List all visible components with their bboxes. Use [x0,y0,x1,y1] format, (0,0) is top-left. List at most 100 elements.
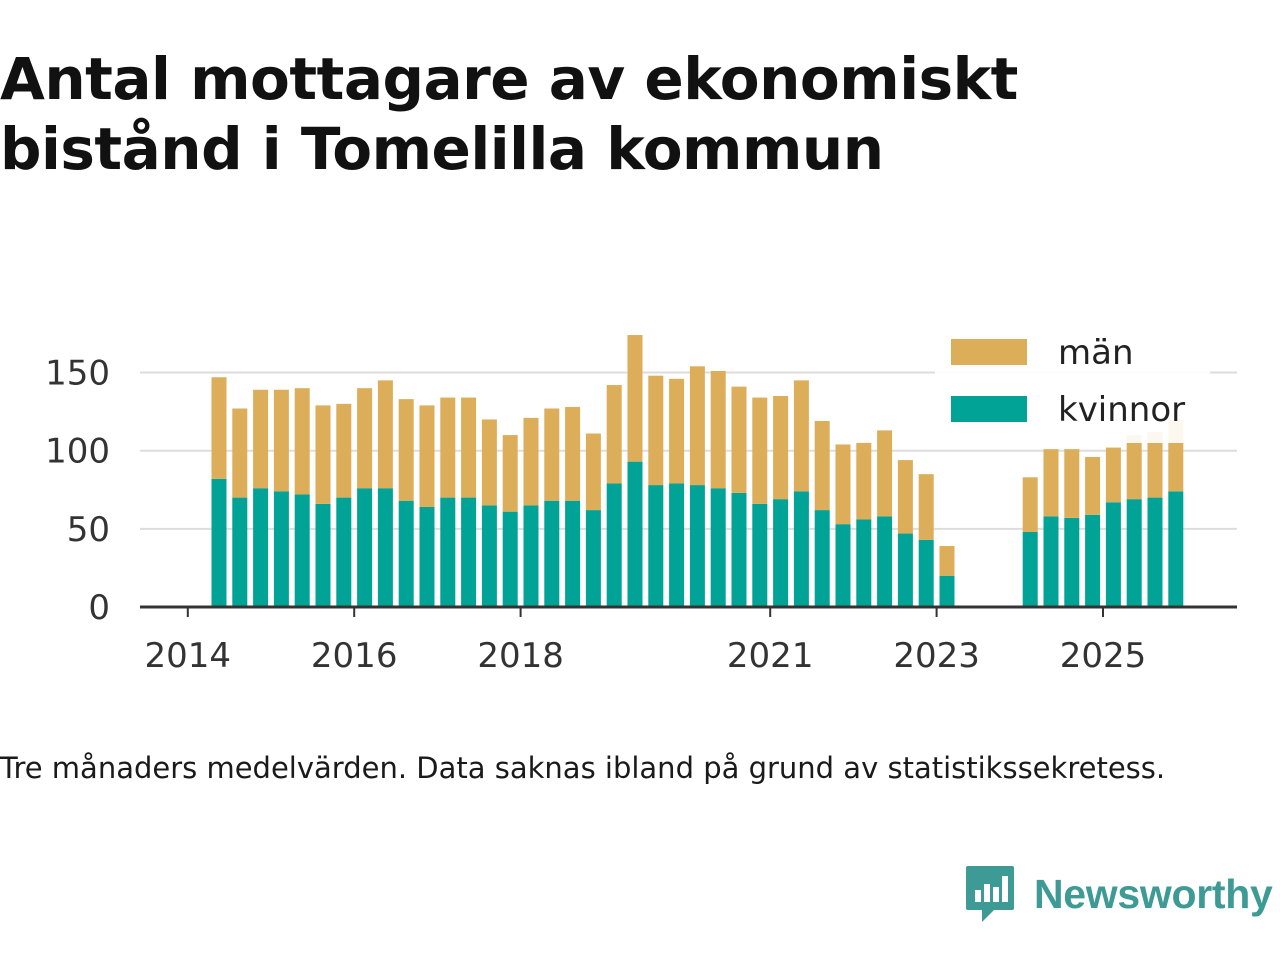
bar-kvinnor [419,506,435,607]
bar-kvinnor [544,500,560,607]
y-tick-label: 100 [45,432,110,472]
bar-man [1147,431,1163,498]
bar-kvinnor [1022,531,1038,607]
x-tick-label: 2014 [145,636,232,676]
bar-man [835,444,851,525]
bar-man [315,405,331,504]
bar-man [793,380,809,492]
bar-kvinnor [856,519,872,607]
footnote: Tre månaders medelvärden. Data saknas ib… [0,751,1166,785]
legend-label: män [1058,333,1134,373]
bar-kvinnor [211,478,227,607]
bar-kvinnor [1043,516,1059,607]
bar-kvinnor [1126,499,1142,607]
bar-man [377,380,393,489]
bar-kvinnor [481,505,497,607]
bar-man [752,397,768,504]
bar-kvinnor [398,500,414,607]
x-tick-label: 2021 [727,636,814,676]
x-axis-labels: 2014 2016 2018 2021 2023 2025 [145,636,1147,676]
y-tick-label: 50 [67,510,110,550]
bar-kvinnor [377,488,393,607]
bar-man [461,397,477,498]
bar-kvinnor [1168,491,1184,607]
bar-man [336,403,352,498]
bar-kvinnor [752,503,768,607]
bar-kvinnor [1105,502,1121,607]
bar-kvinnor [1147,497,1163,607]
bar-man [710,370,726,489]
bar-kvinnor [502,511,518,607]
newsworthy-brand: Newsworthy [964,864,1273,924]
x-tick-label: 2016 [311,636,398,676]
brand-name: Newsworthy [1034,871,1273,917]
bar-man [1064,449,1080,518]
y-tick-label: 0 [88,588,110,628]
bar-man [294,388,310,495]
bar-kvinnor [461,497,477,607]
bar-man [1105,447,1121,503]
bar-man [669,378,685,484]
newsworthy-logo-icon [966,866,1014,922]
bar-man [606,385,622,484]
bar-man [939,546,955,576]
y-axis-labels: 0 50 100 150 [45,354,110,628]
bar-man [357,388,373,489]
bar-man [273,389,289,492]
bar-man [877,430,893,517]
bar-man [814,421,830,511]
bar-man [731,386,747,493]
x-tick-label: 2018 [477,636,564,676]
bar-man [773,395,789,500]
x-tick-label: 2025 [1060,636,1147,676]
bar-kvinnor [253,488,269,607]
bar-kvinnor [627,461,643,607]
x-tick-label: 2023 [893,636,980,676]
bar-man [253,389,269,489]
bar-man [523,417,539,506]
bar-man [897,460,913,534]
bar-man [565,406,581,501]
bar-man [1085,456,1101,515]
bar-kvinnor [793,491,809,607]
bar-kvinnor [1085,514,1101,607]
bar-kvinnor [440,497,456,607]
bar-kvinnor [897,533,913,607]
bar-man [648,375,664,486]
bar-man [856,442,872,520]
bar-kvinnor [814,510,830,607]
bar-man [502,435,518,512]
bar-man [585,433,601,511]
bar-kvinnor [648,485,664,607]
bar-kvinnor [336,497,352,607]
bar-kvinnor [606,483,622,607]
bar-man [1043,449,1059,517]
legend-label: kvinnor [1058,390,1185,430]
bar-man [689,366,705,486]
bar-kvinnor [918,539,934,607]
bar-kvinnor [294,494,310,607]
x-axis [140,605,1237,617]
bar-kvinnor [315,503,331,607]
bar-kvinnor [357,488,373,607]
bar-kvinnor [731,492,747,607]
bar-man [1126,435,1142,500]
bar-kvinnor [1064,517,1080,607]
bar-kvinnor [523,505,539,607]
bar-man [1022,477,1038,532]
bar-kvinnor [773,499,789,607]
bar-man [627,335,643,462]
bar-kvinnor [273,491,289,607]
legend: män kvinnor [935,333,1210,443]
bar-man [544,408,560,501]
bar-kvinnor [565,500,581,607]
legend-swatch [951,396,1027,422]
bar-man [918,474,934,540]
bar-kvinnor [669,483,685,607]
bar-man [440,397,456,498]
bar-kvinnor [585,510,601,607]
bar-man [232,408,248,498]
bar-kvinnor [232,497,248,607]
bar-man [211,377,227,479]
bar-kvinnor [877,516,893,607]
